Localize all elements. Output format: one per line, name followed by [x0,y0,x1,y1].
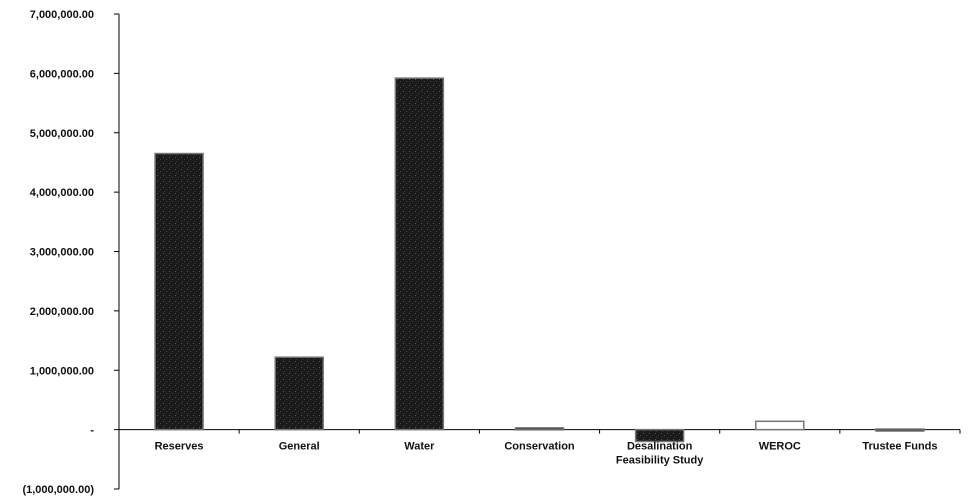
y-tick-label: 6,000,000.00 [30,68,94,80]
x-category-label: WEROC [759,441,801,453]
x-category-label: Reserves [155,441,204,453]
bar [154,152,204,431]
bar [634,428,685,443]
y-tick-label: 2,000,000.00 [30,306,94,318]
bar [394,77,445,431]
x-category-label-line: General [279,441,320,453]
y-tick-label: 7,000,000.00 [30,9,94,21]
x-category-label: Desalination Feasibility Study [616,441,704,467]
x-category-label: Trustee Funds [862,441,937,453]
x-category-label-line: Desalination [627,441,693,453]
y-tick-label: (1,000,000.00) [22,484,94,496]
x-category-label: Conservation [504,441,575,453]
y-tick-label: 3,000,000.00 [30,247,94,259]
bars [154,77,925,443]
x-category-label-line: Conservation [504,441,575,453]
x-category-label: General [279,441,320,453]
x-category-label-line: Feasibility Study [616,455,704,467]
x-category-label-line: WEROC [759,441,801,453]
bar [875,428,925,432]
y-tick-label: 5,000,000.00 [30,128,94,140]
bar [755,420,805,431]
x-category-label-line: Trustee Funds [862,441,937,453]
category-labels: Reserves General Water Conservation Desalina… [155,441,938,467]
bar [514,427,565,431]
y-axis: 7,000,000.00 6,000,000.00 5,000,000.00 4,00… [22,9,120,496]
bar [274,356,324,431]
y-tick-label: 4,000,000.00 [30,187,94,199]
x-category-label-line: Reserves [155,441,204,453]
x-category-label-line: Water [404,441,435,453]
y-tick-label: - [90,425,94,437]
y-tick-label: 1,000,000.00 [30,365,94,377]
x-category-label: Water [404,441,435,453]
